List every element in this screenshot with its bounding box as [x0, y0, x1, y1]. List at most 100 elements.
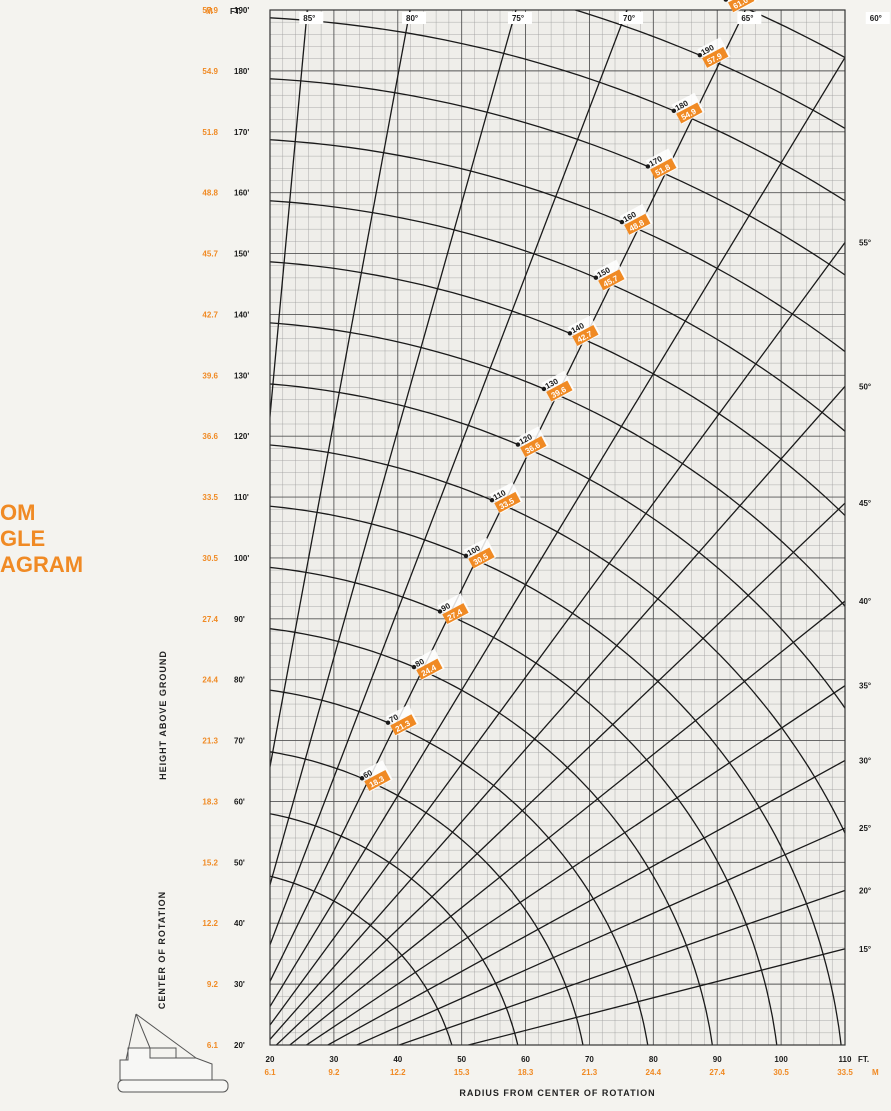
x-tick-m: 30.5 — [773, 1068, 789, 1077]
y-tick-m: 54.9 — [202, 67, 218, 76]
boom-tip-point — [463, 553, 469, 558]
y-tick-m: 9.2 — [207, 980, 219, 989]
y-tick-m: 21.3 — [202, 737, 218, 746]
y-tick-ft: 170' — [234, 128, 249, 137]
y-tick-m: 39.6 — [202, 371, 218, 380]
boom-tip-point — [593, 275, 599, 280]
boom-angle-line — [270, 56, 845, 1008]
y-unit-m: M — [206, 7, 213, 16]
y-tick-ft: 120' — [234, 432, 249, 441]
x-tick-ft: 30 — [329, 1055, 338, 1064]
crane-body — [119, 1047, 213, 1081]
angle-label-top: 80° — [406, 14, 418, 23]
x-tick-m: 12.2 — [390, 1068, 406, 1077]
y-tick-ft: 190' — [234, 6, 249, 15]
angle-label-right: 25° — [859, 824, 871, 833]
x-tick-labels: 20 6.1 30 9.2 40 12.2 50 15.3 60 18.3 70 21.3 80 24.4… — [264, 1055, 853, 1077]
angle-label-top: 75° — [512, 14, 524, 23]
y-tick-ft: 110' — [234, 493, 249, 502]
angle-label-bg — [619, 12, 644, 24]
boom-length-metric-bg — [572, 324, 599, 346]
y-tick-m: 51.8 — [202, 128, 218, 137]
boom-angle-line — [270, 10, 308, 424]
x-tick-ft: 90 — [713, 1055, 722, 1064]
angle-label-top: 85° — [303, 14, 315, 23]
angle-labels: 85° 80° 75° 70° 65° 60° 55° 50° 45° 40° 35° 30° 25° 2… — [299, 12, 890, 954]
angle-label-bg — [507, 12, 532, 24]
boom-tip-point — [359, 776, 365, 781]
angle-label-top: 70° — [623, 14, 635, 23]
x-tick-m: 15.3 — [454, 1068, 470, 1077]
y-tick-m: 27.4 — [202, 615, 218, 624]
boom-tip-point — [567, 331, 573, 336]
x-tick-ft: 60 — [521, 1055, 530, 1064]
angle-label-right: 15° — [859, 945, 871, 954]
x-tick-ft: 80 — [649, 1055, 658, 1064]
angle-label-right: 50° — [859, 382, 871, 391]
angle-label-top: 60° — [870, 14, 882, 23]
title-line-1: OM — [0, 500, 36, 525]
boom-tip-point — [385, 720, 391, 725]
x-unit-ft: FT. — [858, 1055, 869, 1064]
angle-label-right: 35° — [859, 682, 871, 691]
y-tick-m: 18.3 — [202, 797, 218, 806]
boom-tip-point — [515, 442, 521, 447]
x-tick-m: 9.2 — [328, 1068, 340, 1077]
boom-tip-point — [671, 108, 677, 114]
boom-length-metric-bg — [442, 603, 469, 625]
y-tick-ft: 70' — [234, 737, 245, 746]
x-tick-m: 27.4 — [709, 1068, 725, 1077]
boom-tip-point — [437, 609, 443, 614]
boom-angle-line — [305, 684, 845, 1045]
angle-label-right: 40° — [859, 597, 871, 606]
angle-label-right: 55° — [859, 238, 871, 247]
angle-label-right: 45° — [859, 499, 871, 508]
y-tick-m: 57.9 — [202, 6, 218, 15]
x-tick-ft: 40 — [393, 1055, 402, 1064]
angle-label-bg — [865, 12, 890, 24]
crane-mast — [125, 1013, 197, 1061]
boom-angle-line — [397, 889, 845, 1045]
x-tick-ft: 20 — [266, 1055, 275, 1064]
boom-length-m: 61.0 — [732, 0, 750, 11]
boom-tip-point — [697, 53, 703, 58]
boom-angle-line — [270, 385, 845, 1041]
y-tick-m: 42.7 — [202, 310, 218, 319]
boom-length-metric-bg — [494, 491, 521, 513]
y-tick-m: 15.2 — [202, 858, 218, 867]
boom-angle-line — [270, 241, 845, 1027]
angle-label-top: 65° — [741, 14, 753, 23]
y-tick-m: 12.2 — [202, 919, 218, 928]
boom-length-metric-bg — [624, 213, 651, 235]
angle-label-bg — [299, 12, 324, 24]
x-tick-m: 21.3 — [582, 1068, 598, 1077]
y-tick-m: 33.5 — [202, 493, 218, 502]
y-tick-ft: 130' — [234, 371, 249, 380]
plot-frame — [269, 9, 846, 1046]
y-tick-ft: 160' — [234, 189, 249, 198]
x-tick-ft: 70 — [585, 1055, 594, 1064]
boom-length-metric-bg — [702, 46, 729, 68]
boom-angle-line — [270, 10, 517, 888]
boom-angle-line — [355, 827, 845, 1045]
x-tick-m: 6.1 — [264, 1068, 276, 1077]
y-unit-ft: FT. — [230, 7, 241, 16]
boom-angle-line — [275, 502, 845, 1045]
angle-label-bg — [737, 12, 762, 24]
title-line-2: GLE — [0, 526, 46, 551]
y-tick-m: 45.7 — [202, 250, 218, 259]
axis-units: M FT.FT.M — [206, 7, 879, 1077]
y-tick-m: 30.5 — [202, 554, 218, 563]
boom-length-metric-bg — [546, 380, 573, 402]
x-axis-label: RADIUS FROM CENTER OF ROTATION — [459, 1088, 656, 1098]
y-tick-ft: 60' — [234, 797, 245, 806]
x-unit-m: M — [872, 1068, 879, 1077]
boom-length-metric-bg — [598, 269, 625, 291]
crane-cab — [149, 1047, 177, 1058]
